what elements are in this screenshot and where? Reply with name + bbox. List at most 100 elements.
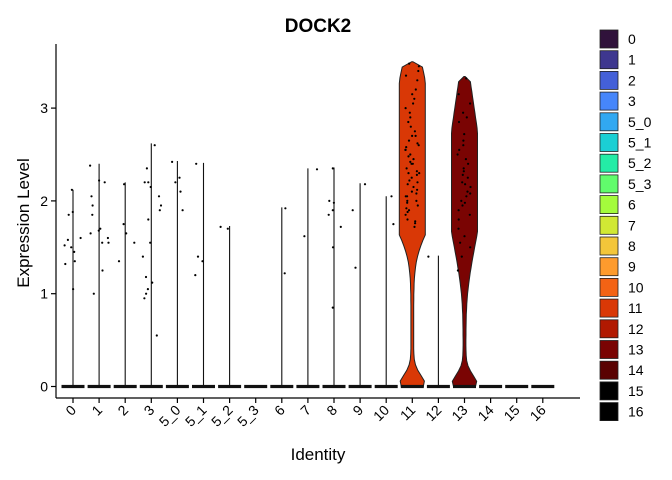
data-point bbox=[153, 144, 156, 147]
data-point bbox=[354, 266, 357, 269]
data-point bbox=[70, 188, 73, 191]
data-point bbox=[201, 260, 204, 263]
zero-bar bbox=[87, 384, 111, 389]
data-point bbox=[195, 162, 198, 165]
x-tick-label: 7 bbox=[297, 402, 314, 419]
data-point bbox=[194, 274, 197, 277]
legend-swatch-16 bbox=[599, 402, 619, 422]
y-tick-label: 0 bbox=[40, 379, 48, 395]
data-point bbox=[97, 229, 100, 232]
data-point bbox=[405, 146, 408, 149]
zero-bar bbox=[426, 384, 450, 389]
zero-bar bbox=[244, 384, 268, 389]
data-point bbox=[415, 199, 418, 202]
x-tick-label: 2 bbox=[114, 402, 131, 419]
data-point bbox=[149, 185, 152, 189]
data-point bbox=[63, 244, 66, 247]
data-point bbox=[331, 246, 335, 249]
legend-label-13: 13 bbox=[628, 342, 644, 358]
legend-swatch-6 bbox=[599, 195, 619, 215]
data-point bbox=[461, 181, 464, 184]
data-point bbox=[461, 173, 464, 176]
legend-swatch-7 bbox=[599, 215, 619, 235]
data-point bbox=[412, 102, 415, 105]
data-point bbox=[458, 148, 461, 151]
data-point bbox=[178, 176, 181, 179]
data-point bbox=[174, 181, 177, 184]
data-point bbox=[331, 167, 334, 170]
data-point bbox=[459, 241, 462, 244]
data-point bbox=[462, 170, 465, 173]
legend-label-14: 14 bbox=[628, 362, 644, 378]
x-tick-label: 0 bbox=[62, 402, 79, 419]
data-point bbox=[331, 209, 334, 212]
data-point bbox=[89, 232, 92, 235]
data-point bbox=[73, 250, 76, 253]
violin-2 bbox=[113, 182, 137, 389]
data-point bbox=[103, 181, 106, 184]
data-point bbox=[408, 111, 411, 114]
data-point bbox=[465, 116, 468, 119]
data-point bbox=[91, 213, 94, 216]
data-point bbox=[465, 77, 468, 80]
violin-body bbox=[451, 76, 478, 387]
zero-bar bbox=[113, 384, 137, 389]
data-point bbox=[70, 246, 73, 249]
legend-label-16: 16 bbox=[628, 404, 644, 420]
data-point bbox=[143, 181, 146, 184]
data-point bbox=[151, 281, 154, 284]
x-tick-label: 16 bbox=[527, 402, 549, 424]
data-point bbox=[463, 235, 466, 238]
legend-swatch-2 bbox=[599, 71, 619, 90]
data-point bbox=[460, 255, 463, 258]
data-point bbox=[219, 225, 222, 228]
x-tick-label: 1 bbox=[88, 402, 105, 419]
x-tick-label: 5_3 bbox=[234, 402, 262, 430]
legend-swatch-1 bbox=[599, 50, 619, 70]
data-point bbox=[147, 181, 150, 184]
data-point bbox=[411, 134, 414, 137]
legend-swatch-5_1 bbox=[599, 133, 619, 152]
data-point bbox=[99, 227, 102, 230]
data-point bbox=[284, 207, 287, 210]
data-point bbox=[405, 207, 408, 210]
violin-6 bbox=[270, 207, 294, 389]
data-point bbox=[66, 238, 69, 241]
data-point bbox=[406, 218, 409, 221]
x-axis: 0 1 2 35_05_15_25_3 6 7 8 9 10 11 12 13 14 15 16 bbox=[56, 397, 580, 430]
data-point bbox=[98, 179, 101, 182]
data-point bbox=[283, 272, 286, 275]
data-point bbox=[409, 153, 412, 156]
violin-13 bbox=[451, 76, 478, 389]
violin-0 bbox=[61, 188, 85, 389]
data-point bbox=[414, 134, 417, 137]
data-point bbox=[416, 204, 419, 207]
data-point bbox=[117, 260, 121, 263]
x-axis-label: Identity bbox=[291, 445, 346, 464]
data-point bbox=[90, 195, 93, 198]
data-point bbox=[427, 255, 430, 258]
data-point bbox=[332, 201, 335, 204]
x-tick-label: 10 bbox=[370, 402, 392, 424]
legend-swatch-5_0 bbox=[599, 112, 619, 132]
data-point bbox=[469, 185, 472, 189]
data-point bbox=[462, 167, 465, 170]
data-point bbox=[145, 292, 148, 295]
data-point bbox=[72, 288, 75, 291]
data-point bbox=[159, 204, 163, 207]
data-point bbox=[407, 120, 410, 124]
legend-label-11: 11 bbox=[628, 300, 643, 316]
zero-bar bbox=[348, 384, 372, 389]
zero-bar bbox=[61, 384, 85, 389]
data-point bbox=[417, 144, 420, 147]
data-point bbox=[413, 130, 416, 133]
data-point bbox=[158, 209, 161, 212]
zero-bar bbox=[322, 384, 346, 389]
violin-body bbox=[398, 61, 426, 387]
x-tick-label: 5_1 bbox=[182, 402, 210, 430]
data-point bbox=[79, 236, 82, 240]
zero-bar bbox=[505, 384, 529, 389]
legend-swatch-5_3 bbox=[599, 174, 619, 194]
zero-bar bbox=[531, 384, 555, 389]
data-point bbox=[406, 199, 409, 202]
